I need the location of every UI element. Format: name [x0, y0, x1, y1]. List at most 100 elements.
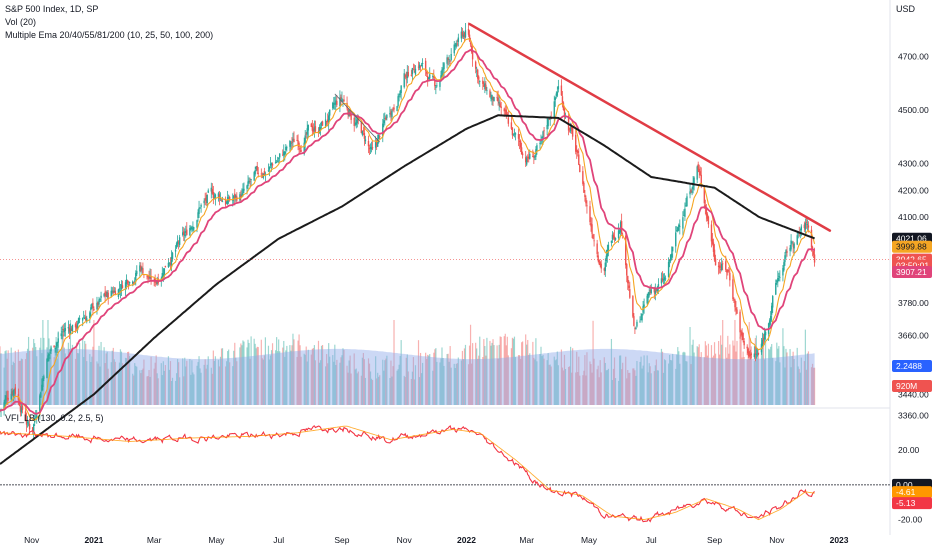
candle-body [454, 44, 456, 47]
volume-bar [282, 347, 284, 405]
candle-body [405, 78, 407, 80]
volume-bar [276, 337, 278, 405]
volume-bar [347, 372, 349, 405]
volume-bar [48, 338, 50, 405]
volume-bar [21, 359, 24, 405]
volume-bar [14, 350, 16, 405]
candle-body [507, 117, 510, 124]
volume-bar [357, 371, 359, 405]
vfi-line [0, 424, 815, 523]
volume-bar [34, 343, 36, 405]
price-badges: 4021.063999.883942.6503:50:013907.212.24… [892, 232, 932, 510]
candle-body [399, 90, 401, 95]
volume-bar [57, 332, 59, 405]
volume-bar [589, 361, 591, 405]
candle-body [420, 64, 423, 67]
candle-body [675, 232, 677, 247]
candle-body [78, 318, 81, 320]
candle-body [743, 341, 745, 346]
candle-body [214, 194, 217, 200]
volume-bar [161, 375, 163, 405]
volume-bar [779, 362, 781, 405]
candle-body [341, 98, 343, 101]
candle-body [300, 150, 302, 152]
candle-body [284, 151, 286, 154]
volume-bar [289, 345, 291, 405]
volume-bar [343, 349, 345, 405]
volume-bar [291, 345, 293, 405]
volume-bar [667, 363, 670, 405]
volume-bar [186, 360, 188, 405]
candle-body [74, 324, 77, 328]
candle-body [719, 269, 722, 270]
candle-body [235, 195, 237, 197]
candle-body [721, 263, 724, 265]
volume-bar [707, 343, 710, 405]
volume-bar [229, 362, 231, 405]
volume-bar [596, 369, 598, 405]
volume-bar [270, 350, 273, 405]
candle-body [669, 254, 672, 261]
volume-bar [10, 347, 12, 405]
candle-body [374, 142, 377, 148]
candle-body [277, 157, 280, 159]
volume-bar [363, 359, 366, 405]
volume-bar [264, 337, 266, 405]
candle-body [307, 124, 309, 131]
ema-legend[interactable]: Multiple Ema 20/40/55/81/200 (10, 25, 50… [5, 30, 214, 40]
candle-body [793, 243, 795, 249]
candle-body [241, 193, 243, 197]
candle-body [446, 57, 448, 64]
candle-body [267, 170, 270, 172]
volume-bar [612, 368, 615, 405]
candle-body [336, 101, 338, 105]
candle-body [569, 127, 572, 132]
candle-body [485, 84, 487, 90]
volume-bar [157, 378, 159, 405]
volume-bar [514, 357, 517, 405]
volume-bar [91, 356, 93, 405]
volume-bar [439, 362, 441, 405]
volume-bar [292, 333, 294, 405]
volume-bar [68, 348, 71, 405]
volume-bar [641, 368, 643, 405]
volume-bar [163, 370, 165, 405]
volume-bar [456, 363, 458, 405]
candle-body [71, 324, 74, 332]
volume-bar [305, 346, 307, 405]
vfi-value-badge-bg [892, 497, 932, 510]
volume-bar [621, 369, 623, 405]
volume-bar [703, 357, 705, 405]
volume-bar [663, 359, 666, 405]
candle-body [176, 241, 179, 245]
candle-body [81, 317, 84, 321]
volume-bar [199, 368, 201, 405]
volume-bar [807, 351, 810, 405]
volume-bar [720, 335, 722, 405]
candle-body [27, 423, 30, 425]
vfi-tick-label: -20.00 [898, 515, 922, 525]
volume-bar [220, 348, 223, 405]
volume-bar [377, 372, 379, 405]
volume-bar [406, 354, 408, 405]
candle-body [682, 217, 684, 229]
volume-bar [600, 372, 602, 405]
volume-bar [103, 347, 105, 405]
time-tick-label: Nov [769, 535, 785, 545]
volume-bar [92, 346, 94, 405]
main-legend[interactable]: S&P 500 Index, 1D, SP [5, 4, 99, 14]
vfi-legend[interactable]: VFI_LB (130, 0.2, 2.5, 5) [5, 413, 104, 423]
candle-body [650, 289, 652, 294]
volume-bar [24, 359, 27, 405]
volume-legend[interactable]: Vol (20) [5, 17, 37, 27]
candle-body [49, 351, 51, 353]
candle-body [628, 285, 630, 288]
volume-bar [13, 363, 15, 405]
volume-bar [726, 357, 728, 405]
volume-bar [407, 371, 409, 405]
volume-bar [141, 370, 143, 405]
volume-bar [333, 361, 335, 405]
volume-bar [356, 373, 358, 405]
candle-body [791, 242, 793, 243]
